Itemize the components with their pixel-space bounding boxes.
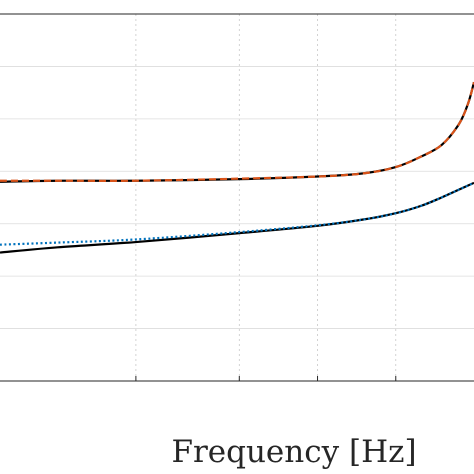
grid-layer (0, 14, 474, 381)
series-line-1 (0, 81, 474, 183)
series-line-2 (0, 81, 474, 182)
series-line-4 (0, 181, 474, 246)
axes-layer (0, 13, 474, 382)
series-layer (0, 81, 474, 254)
series-line-3 (0, 181, 474, 254)
x-axis-label: Frequency [Hz] (171, 434, 416, 470)
